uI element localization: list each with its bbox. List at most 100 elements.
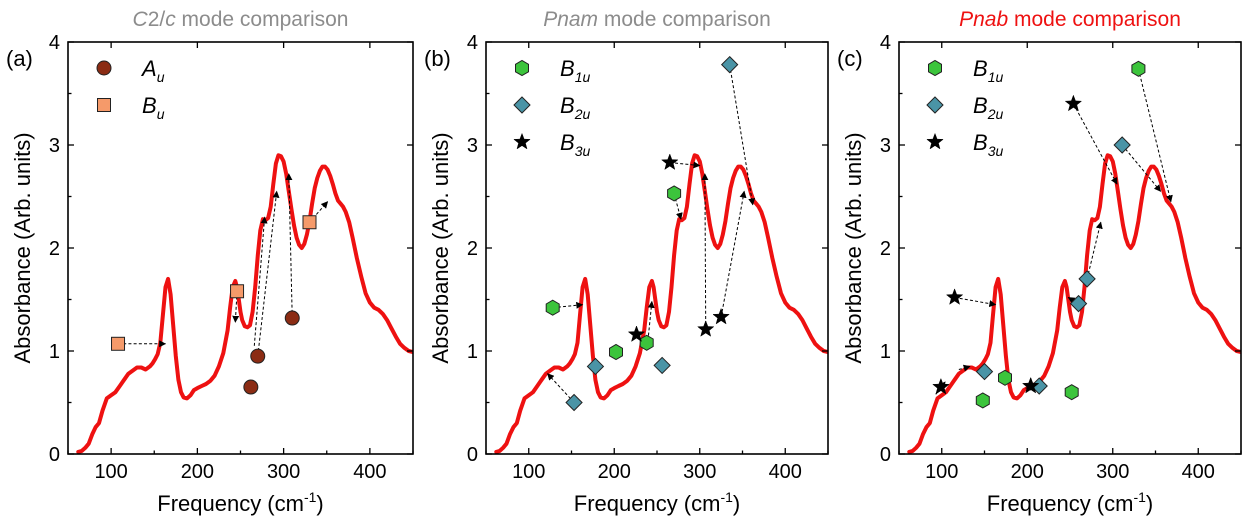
series-B3u bbox=[932, 94, 1083, 395]
x-tick-label: 400 bbox=[1182, 461, 1215, 483]
legend-entry: B2u bbox=[926, 93, 1003, 122]
data-point-hexagon bbox=[1064, 384, 1079, 401]
panel-label: (a) bbox=[6, 46, 33, 71]
data-point-square bbox=[230, 284, 245, 299]
panel-b: 100 200 300 400 0 1 2 3 4 Frequency (cm-1) Absorba… bbox=[424, 8, 829, 516]
mode-arrow bbox=[309, 201, 329, 223]
series-B3u bbox=[627, 153, 730, 342]
mode-arrow bbox=[257, 190, 280, 357]
data-point-circle bbox=[243, 379, 259, 395]
spectrum-curve bbox=[76, 153, 413, 454]
data-point-star bbox=[661, 153, 679, 170]
mode-arrow bbox=[729, 64, 756, 206]
legend-marker-square bbox=[97, 98, 111, 112]
data-point-hexagon bbox=[609, 343, 623, 361]
x-tick-label: 300 bbox=[683, 461, 716, 483]
x-tick-label: 300 bbox=[267, 461, 300, 483]
assignment-arrows bbox=[547, 64, 756, 403]
series-Bu bbox=[111, 215, 317, 351]
panel-title: Pnab mode comparison bbox=[959, 8, 1181, 31]
data-point-diamond bbox=[1078, 270, 1096, 288]
data-point-hexagon bbox=[1131, 60, 1146, 77]
spectrum-curve bbox=[907, 153, 1241, 454]
x-tick-label: 100 bbox=[512, 461, 545, 483]
mode-arrow bbox=[1137, 68, 1173, 203]
y-tick-label: 3 bbox=[880, 135, 891, 157]
y-tick-label: 2 bbox=[880, 238, 891, 260]
panel-a: 100 200 300 400 0 1 2 3 4 Frequency (cm-1) Absorba… bbox=[6, 8, 414, 516]
x-tick-label: 400 bbox=[353, 461, 386, 483]
data-point-star bbox=[627, 325, 646, 342]
legend-label: B3u bbox=[560, 130, 590, 159]
plot-frame bbox=[67, 41, 414, 455]
legend-label: Bu bbox=[142, 93, 165, 122]
mode-arrow bbox=[647, 300, 655, 336]
data-point-circle bbox=[250, 348, 266, 364]
panel-label: (c) bbox=[837, 46, 863, 71]
data-point-diamond bbox=[586, 357, 605, 376]
x-tick-label: 400 bbox=[769, 461, 802, 483]
legend-label: B3u bbox=[973, 130, 1003, 159]
assignment-arrows bbox=[118, 173, 329, 357]
y-tick-label: 1 bbox=[880, 341, 891, 363]
data-point-hexagon bbox=[998, 369, 1012, 386]
y-tick-label: 1 bbox=[467, 341, 478, 363]
y-tick-label: 3 bbox=[49, 135, 60, 157]
y-tick-label: 0 bbox=[880, 444, 891, 466]
panel-label: (b) bbox=[424, 46, 451, 71]
mode-arrow bbox=[253, 216, 268, 346]
data-point-diamond bbox=[1069, 294, 1088, 313]
data-point-star bbox=[932, 377, 950, 395]
legend-label: B1u bbox=[560, 56, 590, 85]
legend-marker-star bbox=[926, 132, 944, 150]
legend-label: B2u bbox=[973, 93, 1003, 122]
mode-arrow bbox=[1086, 221, 1103, 280]
y-tick-label: 2 bbox=[467, 238, 478, 260]
legend-label: B1u bbox=[973, 56, 1003, 85]
x-axis-label: Frequency (cm-1) bbox=[987, 489, 1154, 516]
y-tick-label: 1 bbox=[49, 341, 60, 363]
y-axis-label: Absorbance (Arb. units) bbox=[428, 132, 453, 363]
series-B2u bbox=[565, 55, 739, 412]
legend-entry: Au bbox=[96, 56, 165, 85]
x-tick-label: 300 bbox=[1096, 461, 1129, 483]
series-B1u bbox=[975, 60, 1146, 409]
mode-arrow bbox=[958, 364, 971, 372]
data-point-diamond bbox=[1113, 136, 1131, 154]
legend-entry: B3u bbox=[926, 130, 1003, 159]
x-tick-label: 200 bbox=[598, 461, 631, 483]
legend-label: B2u bbox=[560, 93, 590, 122]
data-point-diamond bbox=[975, 362, 994, 381]
x-axis-label: Frequency (cm-1) bbox=[574, 489, 741, 516]
data-point-hexagon bbox=[667, 185, 682, 202]
legend-marker-star bbox=[513, 132, 531, 150]
y-tick-label: 0 bbox=[49, 444, 60, 466]
x-tick-label: 200 bbox=[181, 461, 214, 483]
legend-entry: B3u bbox=[513, 130, 590, 159]
legend-marker-diamond bbox=[513, 96, 531, 114]
series-B1u bbox=[545, 185, 682, 361]
legend-marker-hexagon bbox=[515, 59, 529, 77]
legend-entry: Bu bbox=[97, 93, 165, 122]
mode-arrow bbox=[285, 173, 293, 319]
x-axis-label: Frequency (cm-1) bbox=[157, 489, 324, 516]
data-point-circle bbox=[284, 310, 300, 326]
mode-arrow bbox=[1072, 103, 1118, 185]
data-point-diamond bbox=[565, 393, 583, 412]
y-tick-label: 4 bbox=[49, 32, 60, 54]
y-tick-label: 0 bbox=[467, 444, 478, 466]
mode-arrow bbox=[720, 190, 747, 318]
series-B2u bbox=[975, 136, 1131, 395]
data-point-star bbox=[712, 307, 730, 325]
data-point-star bbox=[697, 320, 715, 337]
y-axis-label: Absorbance (Arb. units) bbox=[841, 132, 866, 363]
data-point-hexagon bbox=[639, 334, 654, 351]
data-point-hexagon bbox=[545, 299, 560, 316]
data-point-star bbox=[945, 288, 964, 305]
legend-marker-circle bbox=[96, 60, 112, 76]
x-tick-label: 200 bbox=[1011, 461, 1044, 483]
legend-entry: B1u bbox=[928, 56, 1003, 85]
y-tick-label: 2 bbox=[49, 238, 60, 260]
x-tick-label: 100 bbox=[94, 461, 127, 483]
data-point-diamond bbox=[720, 55, 739, 74]
